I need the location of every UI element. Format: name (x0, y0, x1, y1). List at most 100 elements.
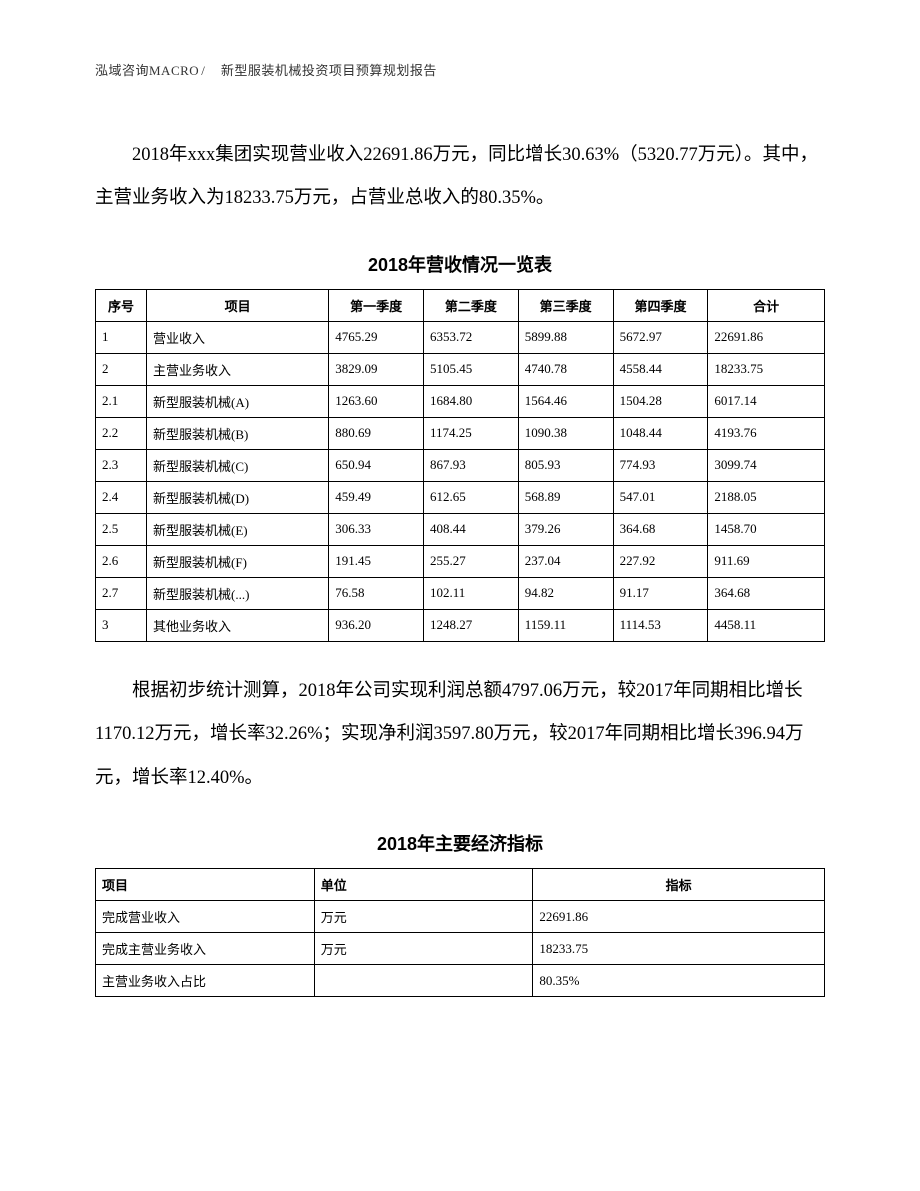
table-cell: 主营业务收入占比 (96, 965, 315, 997)
table-cell (314, 965, 533, 997)
table-cell: 227.92 (613, 545, 708, 577)
table-cell: 5672.97 (613, 321, 708, 353)
table-row: 2.6新型服装机械(F)191.45255.27237.04227.92911.… (96, 545, 825, 577)
table-cell: 612.65 (424, 481, 519, 513)
table-cell: 完成营业收入 (96, 901, 315, 933)
table-cell: 80.35% (533, 965, 825, 997)
table-cell: 2.6 (96, 545, 147, 577)
table-cell: 2.7 (96, 577, 147, 609)
table2-title: 2018年主要经济指标 (95, 830, 825, 856)
table-row: 2主营业务收入3829.095105.454740.784558.4418233… (96, 353, 825, 385)
header-separator: / (201, 63, 205, 78)
table-cell: 2.2 (96, 417, 147, 449)
table-cell: 1263.60 (329, 385, 424, 417)
table-cell: 1159.11 (518, 609, 613, 641)
table-cell: 1504.28 (613, 385, 708, 417)
table-cell: 1684.80 (424, 385, 519, 417)
table-cell: 3099.74 (708, 449, 825, 481)
table-cell: 22691.86 (533, 901, 825, 933)
table-cell: 3 (96, 609, 147, 641)
table-cell: 新型服装机械(E) (147, 513, 329, 545)
table-cell: 880.69 (329, 417, 424, 449)
table-header-row: 项目 单位 指标 (96, 869, 825, 901)
table1-title: 2018年营收情况一览表 (95, 251, 825, 277)
table-cell: 2 (96, 353, 147, 385)
table-cell: 1174.25 (424, 417, 519, 449)
table-cell: 其他业务收入 (147, 609, 329, 641)
table-header: 第二季度 (424, 289, 519, 321)
table-cell: 3829.09 (329, 353, 424, 385)
table-cell: 万元 (314, 901, 533, 933)
table-cell: 237.04 (518, 545, 613, 577)
table-row: 3其他业务收入936.201248.271159.111114.534458.1… (96, 609, 825, 641)
table-cell: 805.93 (518, 449, 613, 481)
revenue-table: 序号 项目 第一季度 第二季度 第三季度 第四季度 合计 1营业收入4765.2… (95, 289, 825, 642)
table-cell: 2.4 (96, 481, 147, 513)
page-header: 泓域咨询MACRO/ 新型服装机械投资项目预算规划报告 (95, 60, 825, 79)
table-row: 完成营业收入万元22691.86 (96, 901, 825, 933)
table-cell: 650.94 (329, 449, 424, 481)
table-header: 合计 (708, 289, 825, 321)
table-row: 2.4新型服装机械(D)459.49612.65568.89547.012188… (96, 481, 825, 513)
header-title: 新型服装机械投资项目预算规划报告 (221, 63, 437, 78)
table-cell: 新型服装机械(...) (147, 577, 329, 609)
table-cell: 568.89 (518, 481, 613, 513)
table-cell: 6017.14 (708, 385, 825, 417)
table-row: 1营业收入4765.296353.725899.885672.9722691.8… (96, 321, 825, 353)
table-cell: 255.27 (424, 545, 519, 577)
table-cell: 4558.44 (613, 353, 708, 385)
table-cell: 1564.46 (518, 385, 613, 417)
paragraph-1: 2018年xxx集团实现营业收入22691.86万元，同比增长30.63%（53… (95, 134, 825, 221)
table-cell: 4458.11 (708, 609, 825, 641)
paragraph-2: 根据初步统计测算，2018年公司实现利润总额4797.06万元，较2017年同期… (95, 670, 825, 800)
table-cell: 5899.88 (518, 321, 613, 353)
table-cell: 94.82 (518, 577, 613, 609)
table-cell: 4765.29 (329, 321, 424, 353)
table-header: 单位 (314, 869, 533, 901)
table-cell: 1114.53 (613, 609, 708, 641)
table-cell: 102.11 (424, 577, 519, 609)
table-row: 2.7新型服装机械(...)76.58102.1194.8291.17364.6… (96, 577, 825, 609)
document-page: 泓域咨询MACRO/ 新型服装机械投资项目预算规划报告 2018年xxx集团实现… (0, 0, 920, 1191)
table-row: 2.2新型服装机械(B)880.691174.251090.381048.444… (96, 417, 825, 449)
table-cell: 2.3 (96, 449, 147, 481)
table-cell: 新型服装机械(C) (147, 449, 329, 481)
table-cell: 936.20 (329, 609, 424, 641)
table-cell: 2.5 (96, 513, 147, 545)
table-cell: 1090.38 (518, 417, 613, 449)
table-cell: 76.58 (329, 577, 424, 609)
table-cell: 4193.76 (708, 417, 825, 449)
table-cell: 306.33 (329, 513, 424, 545)
table-cell: 91.17 (613, 577, 708, 609)
table-cell: 364.68 (613, 513, 708, 545)
table-cell: 22691.86 (708, 321, 825, 353)
table-header: 第三季度 (518, 289, 613, 321)
table-cell: 408.44 (424, 513, 519, 545)
table-header: 第一季度 (329, 289, 424, 321)
table-header: 第四季度 (613, 289, 708, 321)
table-cell: 新型服装机械(A) (147, 385, 329, 417)
table-cell: 191.45 (329, 545, 424, 577)
table-header-row: 序号 项目 第一季度 第二季度 第三季度 第四季度 合计 (96, 289, 825, 321)
indicator-table: 项目 单位 指标 完成营业收入万元22691.86完成主营业务收入万元18233… (95, 868, 825, 997)
table-cell: 新型服装机械(B) (147, 417, 329, 449)
table-cell: 1048.44 (613, 417, 708, 449)
table-cell: 867.93 (424, 449, 519, 481)
table-header: 序号 (96, 289, 147, 321)
table-cell: 459.49 (329, 481, 424, 513)
table-cell: 1 (96, 321, 147, 353)
table-cell: 新型服装机械(F) (147, 545, 329, 577)
table-cell: 营业收入 (147, 321, 329, 353)
table-cell: 5105.45 (424, 353, 519, 385)
table-cell: 379.26 (518, 513, 613, 545)
header-company: 泓域咨询MACRO (95, 63, 199, 78)
table-cell: 2.1 (96, 385, 147, 417)
table-cell: 主营业务收入 (147, 353, 329, 385)
table-cell: 万元 (314, 933, 533, 965)
table-row: 主营业务收入占比 80.35% (96, 965, 825, 997)
table-cell: 6353.72 (424, 321, 519, 353)
table-cell: 完成主营业务收入 (96, 933, 315, 965)
table-cell: 911.69 (708, 545, 825, 577)
table-cell: 2188.05 (708, 481, 825, 513)
table-row: 2.5新型服装机械(E)306.33408.44379.26364.681458… (96, 513, 825, 545)
